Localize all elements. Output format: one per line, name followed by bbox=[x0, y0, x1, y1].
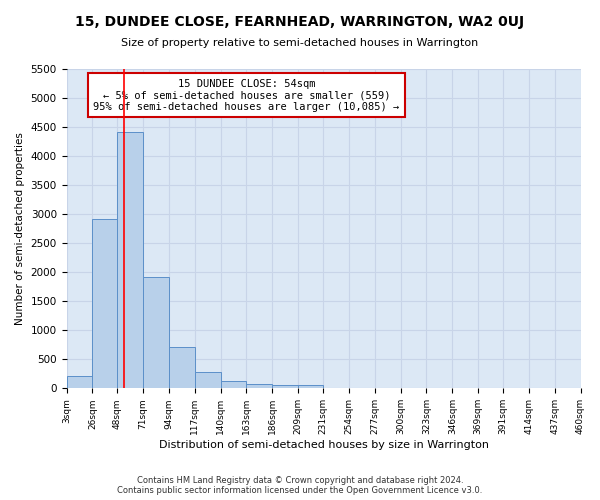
Bar bbox=[221, 381, 247, 388]
Bar bbox=[247, 384, 272, 388]
Bar bbox=[143, 277, 169, 388]
X-axis label: Distribution of semi-detached houses by size in Warrington: Distribution of semi-detached houses by … bbox=[158, 440, 488, 450]
Text: Contains HM Land Registry data © Crown copyright and database right 2024.
Contai: Contains HM Land Registry data © Crown c… bbox=[118, 476, 482, 495]
Bar bbox=[92, 219, 117, 388]
Bar bbox=[67, 376, 92, 388]
Bar bbox=[298, 386, 323, 388]
Bar bbox=[195, 372, 221, 388]
Bar bbox=[169, 347, 195, 389]
Bar bbox=[117, 132, 143, 388]
Bar bbox=[272, 386, 298, 388]
Text: Size of property relative to semi-detached houses in Warrington: Size of property relative to semi-detach… bbox=[121, 38, 479, 48]
Y-axis label: Number of semi-detached properties: Number of semi-detached properties bbox=[15, 132, 25, 325]
Text: 15, DUNDEE CLOSE, FEARNHEAD, WARRINGTON, WA2 0UJ: 15, DUNDEE CLOSE, FEARNHEAD, WARRINGTON,… bbox=[76, 15, 524, 29]
Text: 15 DUNDEE CLOSE: 54sqm
← 5% of semi-detached houses are smaller (559)
95% of sem: 15 DUNDEE CLOSE: 54sqm ← 5% of semi-deta… bbox=[93, 78, 400, 112]
